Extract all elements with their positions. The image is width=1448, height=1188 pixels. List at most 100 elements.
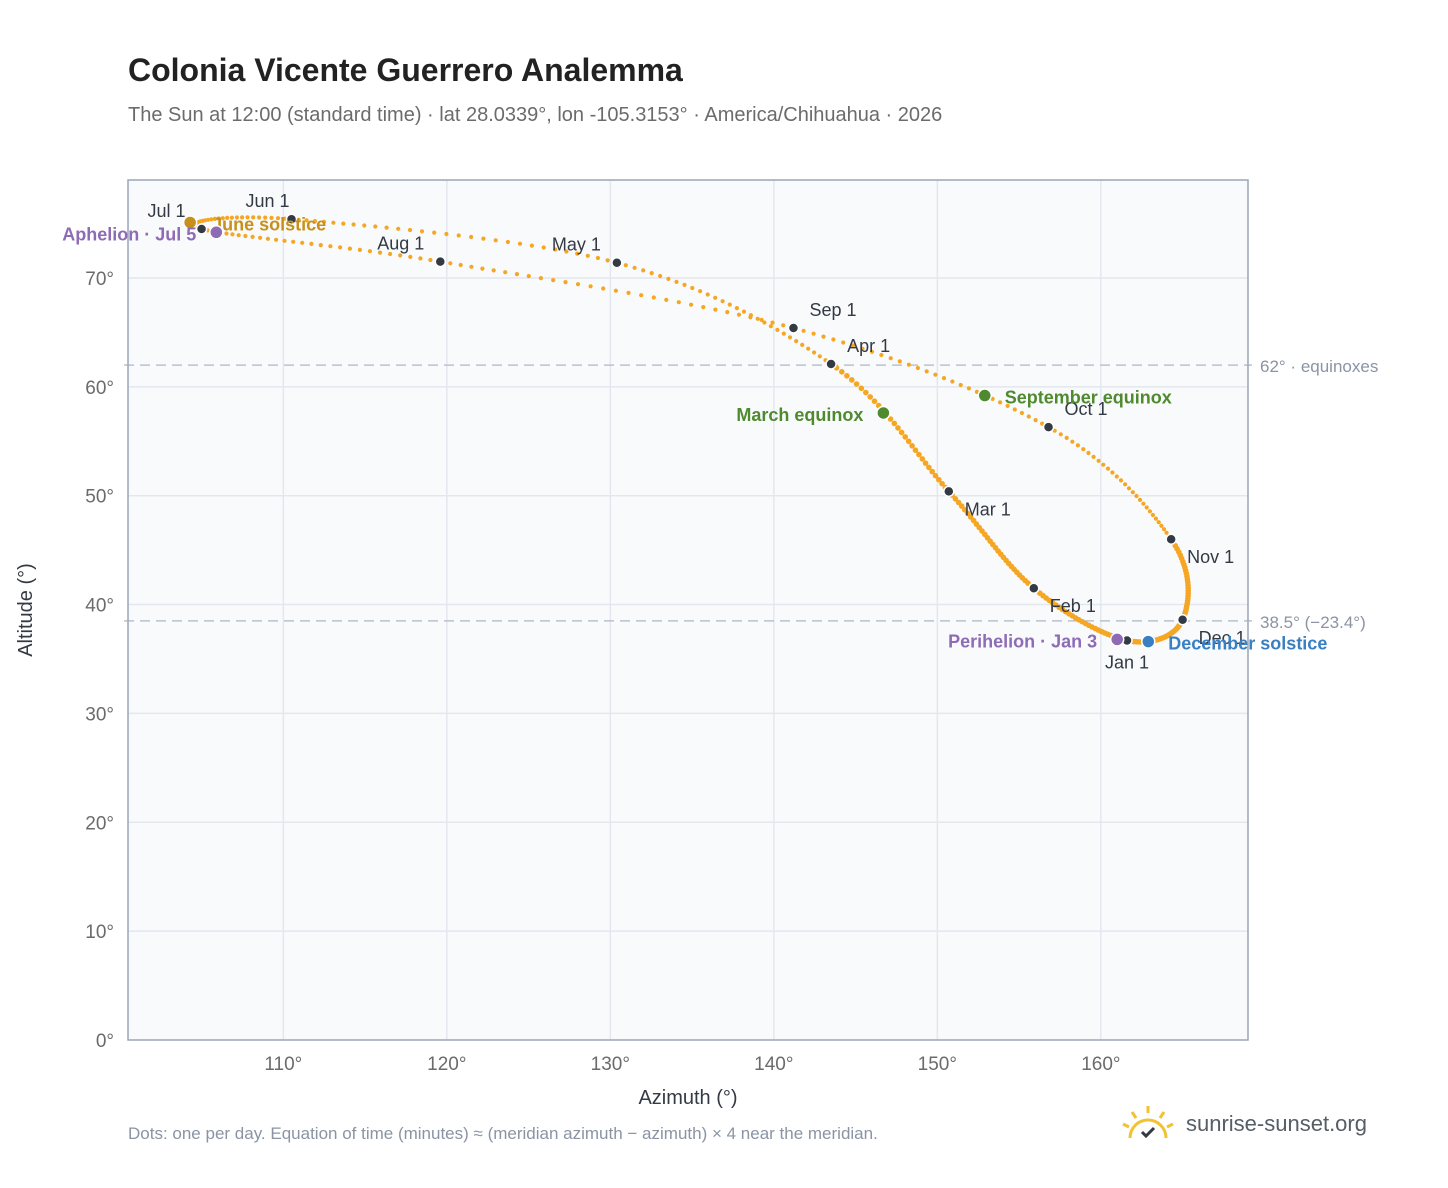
x-tick-label: 120°: [427, 1054, 466, 1075]
event-marker: [1109, 632, 1125, 647]
daily-dot: [1147, 509, 1152, 514]
daily-dot: [1101, 462, 1106, 467]
daily-dot: [1114, 474, 1119, 479]
daily-dot: [787, 335, 793, 340]
daily-dot: [388, 251, 393, 257]
daily-dot: [373, 224, 378, 229]
event-marker: [977, 388, 993, 403]
daily-dot: [318, 243, 323, 248]
daily-dot: [801, 328, 806, 333]
daily-dot: [1040, 421, 1045, 426]
daily-dot: [419, 229, 425, 234]
month-marker: [943, 485, 955, 498]
daily-dot: [841, 340, 846, 345]
brand-logo: sunrise-sunset.org: [1120, 1100, 1367, 1148]
daily-dot: [1075, 443, 1080, 448]
event-marker: [876, 405, 891, 421]
event-marker: [1141, 634, 1156, 649]
daily-dot: [905, 438, 912, 445]
daily-dot: [362, 223, 367, 228]
month-label: Feb 1: [1050, 596, 1096, 616]
daily-dot: [1110, 470, 1115, 475]
daily-dot: [229, 215, 234, 220]
daily-dot: [1164, 530, 1169, 535]
month-marker: [1176, 614, 1189, 626]
x-tick-label: 140°: [754, 1054, 793, 1075]
daily-dot: [919, 456, 926, 462]
daily-dot: [258, 235, 263, 240]
daily-dot: [933, 372, 938, 377]
daily-dot: [209, 217, 214, 222]
daily-dot: [408, 254, 413, 259]
month-marker: [434, 255, 447, 268]
month-label: Jul 1: [148, 201, 186, 221]
daily-dot: [839, 369, 845, 375]
daily-dot: [867, 394, 873, 400]
month-label: Sep 1: [809, 300, 856, 320]
daily-dot: [666, 276, 671, 281]
daily-dot: [480, 266, 485, 271]
daily-dot: [575, 251, 580, 256]
grid-lines: [128, 180, 1248, 1040]
daily-dot: [505, 239, 510, 245]
daily-dot: [481, 236, 486, 241]
daily-dot: [234, 215, 239, 220]
daily-dot: [689, 302, 694, 307]
month-label: Mar 1: [965, 499, 1011, 519]
month-label: Apr 1: [847, 336, 890, 356]
daily-dot: [821, 334, 826, 339]
daily-dot: [331, 220, 336, 225]
daily-dot: [309, 241, 314, 246]
x-tick-label: 150°: [918, 1054, 957, 1075]
daily-dot: [225, 215, 230, 220]
daily-dot: [291, 239, 296, 244]
daily-dot: [950, 379, 955, 384]
daily-dot: [676, 300, 681, 305]
daily-dot: [251, 215, 256, 220]
y-axis-label: Altitude (°): [15, 563, 37, 657]
daily-dot: [517, 241, 523, 246]
daily-dot: [236, 233, 241, 238]
month-label: May 1: [552, 235, 601, 255]
daily-dot: [664, 297, 669, 302]
daily-dot: [1126, 486, 1132, 491]
daily-dot: [300, 240, 305, 245]
daily-dot: [551, 278, 556, 283]
y-tick-label: 30°: [85, 704, 114, 725]
daily-dot: [263, 215, 268, 220]
daily-dot: [503, 270, 508, 275]
daily-dot: [962, 507, 968, 513]
daily-dot: [850, 343, 856, 348]
daily-dot: [1130, 490, 1135, 495]
daily-dot: [1026, 414, 1031, 419]
daily-dot: [338, 245, 343, 250]
daily-dot: [849, 377, 855, 383]
daily-dot: [418, 256, 423, 261]
daily-dot: [1105, 466, 1111, 471]
daily-dot: [932, 472, 939, 479]
daily-dot: [736, 312, 742, 317]
daily-dot: [514, 272, 520, 277]
month-label: Oct 1: [1065, 399, 1108, 419]
daily-dot: [748, 315, 753, 320]
month-marker: [1028, 582, 1040, 594]
daily-dot: [1058, 432, 1063, 437]
daily-dot: [1150, 512, 1155, 518]
daily-dot: [649, 271, 654, 276]
y-tick-label: 50°: [85, 487, 114, 508]
daily-dot: [575, 282, 581, 287]
daily-dot: [632, 265, 637, 270]
daily-dot: [887, 416, 894, 422]
daily-dot: [939, 480, 945, 487]
daily-dot: [1144, 505, 1149, 510]
daily-dot: [224, 231, 229, 236]
daily-dot: [601, 286, 606, 291]
daily-dot: [444, 231, 449, 237]
daily-dot: [1153, 516, 1158, 521]
chart-title: Colonia Vicente Guerrero Analemma: [128, 52, 683, 88]
daily-dot: [860, 346, 865, 351]
daily-dot: [755, 316, 760, 321]
daily-dot: [1070, 439, 1075, 444]
daily-dot: [705, 292, 710, 297]
